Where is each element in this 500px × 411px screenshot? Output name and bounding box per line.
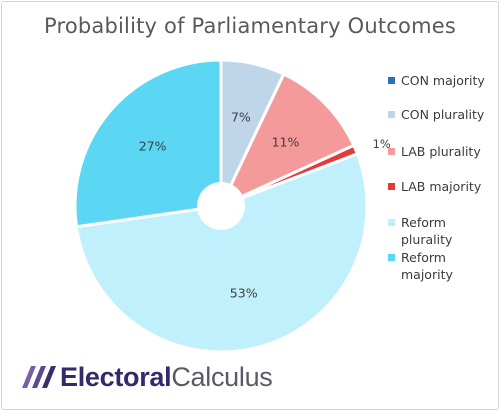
logo-word-calculus: Calculus (171, 362, 273, 392)
legend-label: LAB majority (401, 179, 482, 194)
legend-label: Reform majority (401, 250, 453, 282)
legend-item-lab-majority: LAB majority (388, 178, 489, 195)
legend-item-reform-majority: Reform majority (388, 249, 489, 283)
legend-swatch (388, 77, 395, 84)
legend-swatch (388, 111, 395, 118)
donut-hole (197, 182, 245, 230)
legend-swatch (388, 148, 395, 155)
pie-slice-lab-plurality (219, 72, 356, 208)
legend-label: Reform plurality (401, 215, 453, 247)
legend-swatch (388, 219, 395, 226)
legend-label: LAB plurality (401, 144, 481, 159)
data-label-con-plurality: 7% (231, 110, 251, 125)
data-label-lab-plurality: 11% (272, 135, 300, 150)
data-label-reform-majority: 27% (139, 139, 167, 154)
pie-slice-reform-majority (73, 58, 223, 229)
pie-slice-reform-plurality (74, 152, 369, 354)
data-label-lab-majority: 1% (373, 137, 391, 151)
legend-item-con-plurality: CON plurality (388, 106, 489, 123)
electoral-calculus-logo: Electoral Calculus (22, 362, 273, 392)
chart-title: Probability of Parliamentary Outcomes (43, 14, 457, 38)
legend-item-lab-plurality: LAB plurality (388, 143, 489, 160)
legend-item-con-majority: CON majority (388, 72, 489, 89)
legend-swatch (388, 183, 395, 190)
logo-word-electoral: Electoral (60, 362, 172, 392)
logo-stripes-icon (22, 366, 56, 388)
legend-item-reform-plurality: Reform plurality (388, 214, 489, 248)
legend-label: CON majority (401, 73, 485, 88)
data-label-reform-plurality: 53% (230, 286, 258, 301)
legend-label: CON plurality (401, 107, 485, 122)
legend-swatch (388, 254, 395, 261)
